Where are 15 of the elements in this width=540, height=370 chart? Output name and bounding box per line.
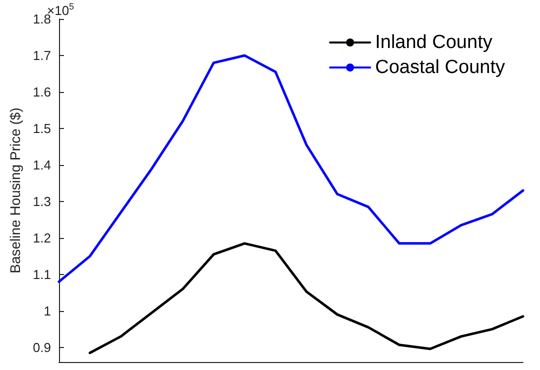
y-tick-label: 1.6	[32, 84, 51, 100]
y-tick-label: 1.8	[32, 12, 51, 26]
line-series	[58, 54, 524, 283]
y-tick-label: 1.2	[32, 230, 51, 246]
y-tick-label: 1.7	[32, 48, 51, 63]
y-tick-label: 1.4	[32, 157, 51, 172]
y-tick-label: 1.1	[32, 266, 51, 282]
y-tick-label: 1.3	[32, 194, 51, 209]
y-tick-label: 0.9	[32, 340, 51, 355]
legend-label: Inland County	[375, 32, 493, 53]
line-series	[88, 242, 524, 354]
legend-label: Coastal County	[375, 57, 506, 78]
y-axis-title: Baseline Housing Price ($)	[7, 108, 23, 274]
y-tick-label: 1.5	[32, 120, 51, 136]
y-tick-label: 1	[44, 303, 51, 318]
